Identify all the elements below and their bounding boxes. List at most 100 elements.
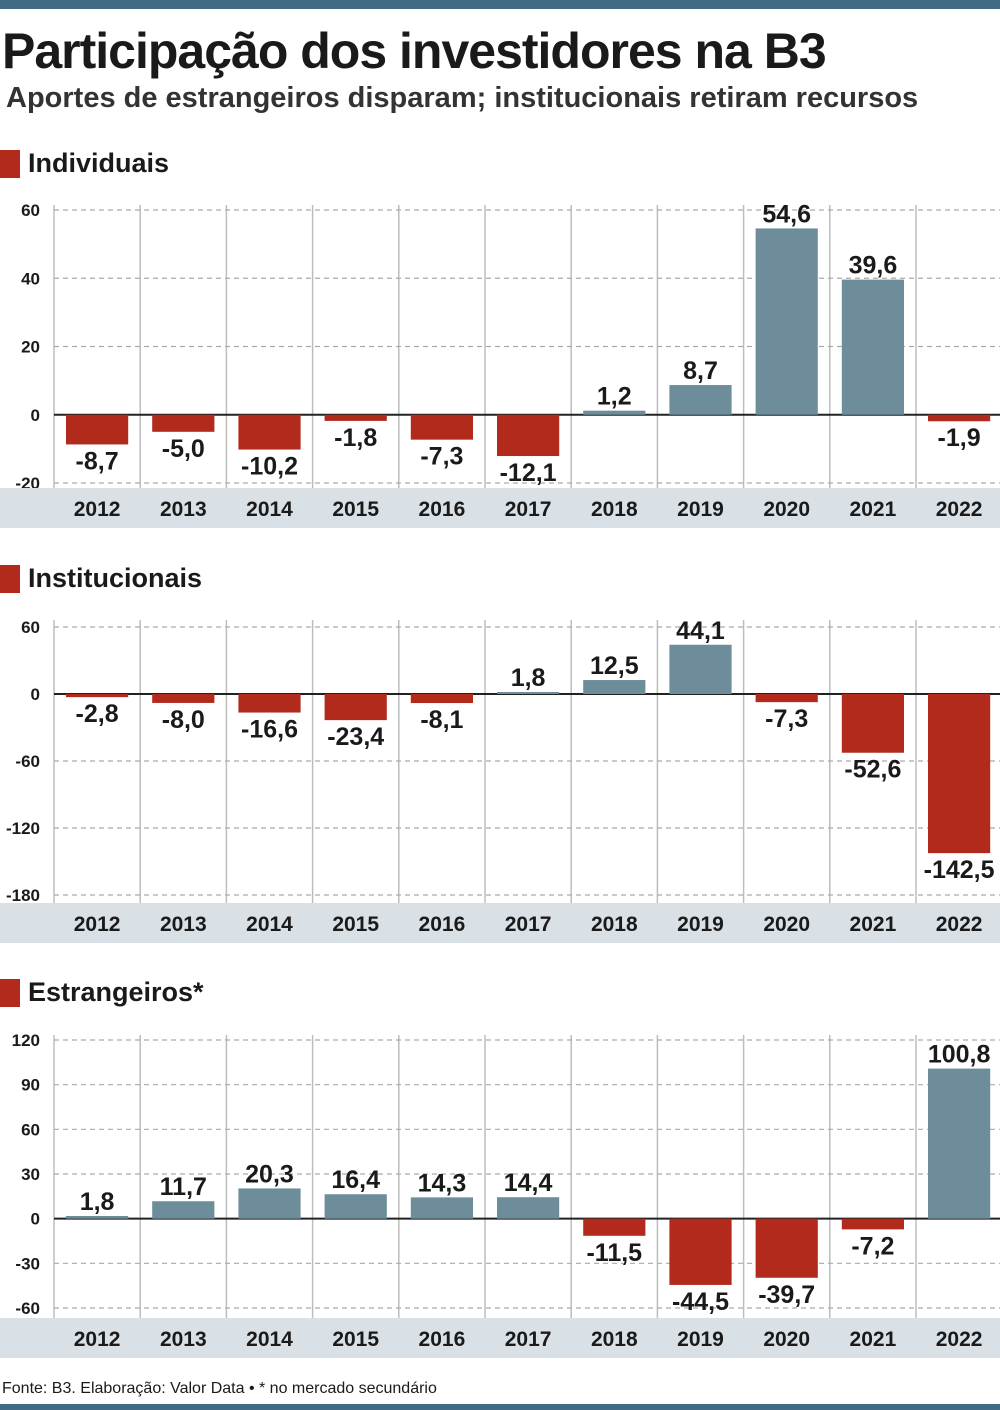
x-tick-label: 2015 — [332, 498, 379, 521]
bar-2014 — [238, 1188, 301, 1219]
data-label-2018: -11,5 — [586, 1239, 642, 1267]
x-tick-label: 2018 — [591, 1328, 638, 1351]
x-tick-label: 2019 — [677, 498, 724, 521]
top-rule — [0, 0, 1000, 9]
x-tick-label: 2014 — [246, 913, 293, 936]
x-tick-label: 2022 — [936, 1328, 983, 1351]
bar-2016 — [410, 414, 473, 440]
data-label-2019: 44,1 — [676, 617, 725, 645]
y-tick-label: 60 — [21, 1120, 40, 1139]
bar-2020 — [755, 694, 818, 703]
x-tick-label: 2013 — [160, 498, 207, 521]
data-label-2015: -1,8 — [334, 424, 377, 452]
data-label-2016: -7,3 — [420, 443, 463, 471]
data-label-2013: -5,0 — [162, 435, 205, 463]
category-band — [0, 488, 1000, 528]
x-tick-label: 2014 — [246, 498, 293, 521]
bar-2022 — [928, 414, 991, 422]
bar-2020 — [755, 228, 818, 415]
data-label-2018: 12,5 — [590, 652, 639, 680]
data-label-2017: -12,1 — [500, 459, 557, 487]
category-band — [0, 903, 1000, 943]
y-tick-label: -60 — [15, 1299, 40, 1318]
x-tick-label: 2019 — [677, 913, 724, 936]
data-label-2012: -2,8 — [76, 700, 119, 728]
bar-2016 — [410, 694, 473, 704]
bar-2017 — [497, 1197, 560, 1219]
legend-marker — [0, 565, 20, 593]
y-tick-label: -180 — [6, 886, 40, 905]
x-tick-label: 2015 — [332, 913, 379, 936]
x-tick-label: 2014 — [246, 1328, 293, 1351]
y-tick-label: 0 — [31, 406, 40, 425]
data-label-2016: 14,3 — [418, 1169, 467, 1197]
bar-2013 — [152, 694, 215, 703]
x-tick-label: 2021 — [850, 498, 897, 521]
bar-2012 — [66, 414, 129, 445]
data-label-2022: -1,9 — [938, 424, 981, 452]
bar-2015 — [324, 1194, 387, 1219]
bar-2021 — [841, 1218, 904, 1230]
page-title: Participação dos investidores na B3 — [2, 23, 827, 79]
source-footnote: Fonte: B3. Elaboração: Valor Data • * no… — [2, 1380, 437, 1397]
bar-2018 — [583, 410, 646, 415]
legend-marker — [0, 979, 20, 1007]
data-label-2019: 8,7 — [683, 357, 718, 385]
data-label-2013: 11,7 — [160, 1173, 207, 1201]
bar-2020 — [755, 1218, 818, 1278]
panel-title-individuais: Individuais — [28, 148, 170, 178]
data-label-2018: 1,2 — [597, 383, 632, 411]
legend-marker — [0, 150, 20, 178]
data-label-2013: -8,0 — [162, 706, 205, 734]
bottom-rule — [0, 1404, 1000, 1410]
panel-title-estrangeiros: Estrangeiros* — [28, 977, 204, 1007]
bar-2021 — [841, 279, 904, 415]
y-tick-label: 0 — [31, 1210, 40, 1229]
data-label-2014: 20,3 — [245, 1160, 294, 1188]
bar-2018 — [583, 1218, 646, 1236]
data-label-2021: 39,6 — [849, 252, 898, 280]
data-label-2015: -23,4 — [327, 723, 384, 751]
bar-2015 — [324, 694, 387, 721]
x-tick-label: 2020 — [763, 498, 810, 521]
x-tick-label: 2019 — [677, 1328, 724, 1351]
x-tick-label: 2013 — [160, 1328, 207, 1351]
data-label-2014: -10,2 — [241, 453, 298, 481]
data-label-2020: -7,3 — [765, 705, 808, 733]
data-label-2019: -44,5 — [672, 1288, 729, 1316]
x-tick-label: 2016 — [419, 1328, 466, 1351]
bar-2017 — [497, 691, 560, 694]
y-tick-label: 60 — [21, 618, 40, 637]
page-subtitle: Aportes de estrangeiros disparam; instit… — [6, 82, 919, 114]
bar-2014 — [238, 414, 301, 450]
bar-2015 — [324, 414, 387, 421]
x-tick-label: 2012 — [74, 498, 121, 521]
y-tick-label: 90 — [21, 1076, 40, 1095]
bar-2017 — [497, 414, 560, 457]
y-tick-label: 0 — [31, 685, 40, 704]
x-tick-label: 2017 — [505, 498, 552, 521]
data-label-2021: -52,6 — [844, 756, 901, 784]
bar-2019 — [669, 385, 732, 415]
x-tick-label: 2021 — [850, 1328, 897, 1351]
panel-title-institucionais: Institucionais — [28, 563, 203, 593]
data-label-2012: 1,8 — [80, 1188, 115, 1216]
chart-institucionais: 60 0 -60 -120 -180 -2,8 -8,0 -16,6 -23,4 -8,1 1,8 1… — [0, 617, 1000, 943]
y-tick-label: 20 — [21, 338, 40, 357]
data-label-2016: -8,1 — [420, 706, 463, 734]
data-label-2015: 16,4 — [331, 1166, 380, 1194]
data-label-2017: 1,8 — [511, 664, 546, 692]
x-tick-label: 2022 — [936, 913, 983, 936]
y-tick-label: 120 — [12, 1031, 40, 1050]
data-label-2022: 100,8 — [928, 1041, 991, 1069]
bar-2019 — [669, 1218, 732, 1285]
bar-2014 — [238, 694, 301, 713]
x-tick-label: 2016 — [419, 913, 466, 936]
x-tick-label: 2018 — [591, 498, 638, 521]
x-tick-label: 2021 — [850, 913, 897, 936]
bar-2022 — [928, 694, 991, 854]
bar-2021 — [841, 694, 904, 753]
x-tick-label: 2012 — [74, 1328, 121, 1351]
data-label-2020: 54,6 — [762, 200, 811, 228]
bar-2013 — [152, 1201, 215, 1219]
